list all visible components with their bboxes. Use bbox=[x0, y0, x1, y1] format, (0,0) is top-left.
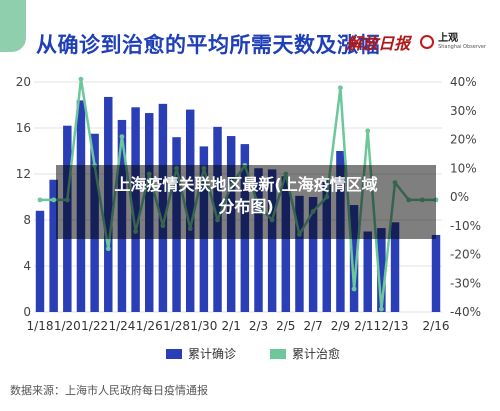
point-cured bbox=[51, 197, 57, 203]
y-right-tick-label: -20% bbox=[450, 248, 481, 262]
y-right-tick-label: -30% bbox=[450, 276, 481, 290]
bar-confirmed bbox=[322, 179, 331, 312]
caption-line-1: 上海疫情关联地区最新(上海疫情区域 bbox=[114, 175, 378, 194]
bar-confirmed bbox=[349, 205, 359, 312]
x-tick-label: 2/7 bbox=[303, 319, 322, 333]
point-cured bbox=[78, 76, 84, 82]
chart-legend: 累计确诊 累计治愈 bbox=[166, 345, 340, 362]
point-cured bbox=[119, 134, 125, 140]
point-cured bbox=[338, 85, 343, 91]
y-right-tick-label: 40% bbox=[450, 75, 477, 89]
x-tick-label: 2/5 bbox=[276, 319, 295, 333]
y-left-tick-label: 8 bbox=[23, 213, 31, 227]
point-cured bbox=[378, 306, 384, 312]
y-right-tick-label: 30% bbox=[450, 104, 477, 118]
chart-title: 从确诊到治愈的平均所需天数及涨幅 bbox=[36, 33, 380, 57]
y-left-tick-label: 0 bbox=[23, 305, 31, 319]
y-right-tick-label: -40% bbox=[450, 305, 481, 319]
y-right-tick-label: 0% bbox=[450, 190, 469, 204]
y-left-tick-label: 16 bbox=[16, 121, 31, 135]
bar-confirmed bbox=[308, 197, 318, 312]
bar-confirmed bbox=[35, 210, 45, 312]
bar-confirmed bbox=[281, 176, 291, 312]
bar-confirmed bbox=[49, 179, 58, 312]
x-tick-label: 1/30 bbox=[190, 319, 217, 333]
caption-overlay-text: 上海疫情关联地区最新(上海疫情区域 分布图) bbox=[56, 174, 436, 218]
x-tick-label: 2/1 bbox=[222, 319, 241, 333]
publisher-logos: 解放日报 上观 Shanghai Observer bbox=[346, 30, 486, 54]
x-tick-label: 1/22 bbox=[81, 319, 108, 333]
x-tick-label: 2/3 bbox=[249, 319, 268, 333]
corner-accent bbox=[0, 0, 26, 52]
jiefang-daily-logo: 解放日报 bbox=[346, 34, 411, 53]
caption-line-2: 分布图) bbox=[218, 197, 274, 216]
y-right-tick-label: 10% bbox=[450, 161, 477, 175]
x-tick-label: 1/18 bbox=[27, 319, 54, 333]
y-left-tick-label: 4 bbox=[23, 259, 31, 273]
x-tick-label: 2/16 bbox=[423, 319, 450, 333]
y-left-tick-label: 20 bbox=[16, 75, 31, 89]
x-tick-label: 1/26 bbox=[136, 319, 163, 333]
x-tick-label: 2/9 bbox=[331, 319, 350, 333]
legend-item-cured: 累计治愈 bbox=[270, 345, 340, 362]
bar-confirmed bbox=[254, 168, 263, 312]
bar-confirmed bbox=[363, 231, 372, 312]
x-tick-label: 1/28 bbox=[163, 319, 190, 333]
y-right-tick-label: -10% bbox=[450, 219, 481, 233]
x-tick-label: 2/11 bbox=[354, 319, 381, 333]
y-left-tick-label: 12 bbox=[16, 167, 31, 181]
bar-confirmed bbox=[295, 195, 304, 312]
x-tick-label: 1/20 bbox=[54, 319, 81, 333]
observer-logo-subtext: Shanghai Observer bbox=[438, 44, 486, 50]
legend-label-confirmed: 累计确诊 bbox=[188, 347, 237, 361]
observer-logo-text: 上观 bbox=[438, 33, 459, 44]
legend-swatch-confirmed bbox=[166, 348, 182, 359]
point-cured bbox=[105, 246, 111, 252]
point-cured bbox=[351, 286, 357, 292]
legend-label-cured: 累计治愈 bbox=[292, 347, 341, 361]
point-cured bbox=[365, 128, 371, 134]
bar-confirmed bbox=[431, 234, 441, 312]
caption-overlay bbox=[56, 165, 436, 239]
legend-swatch-cured bbox=[270, 348, 287, 359]
observer-mark-icon bbox=[420, 35, 435, 49]
legend-item-confirmed: 累计确诊 bbox=[166, 345, 236, 362]
y-right-tick-label: 20% bbox=[450, 133, 477, 147]
x-tick-label: 2/13 bbox=[382, 319, 409, 333]
x-tick-label: 1/24 bbox=[108, 319, 135, 333]
bar-confirmed bbox=[377, 228, 386, 312]
shanghai-observer-logo: 上观 Shanghai Observer bbox=[420, 34, 486, 50]
point-cured bbox=[37, 197, 43, 203]
data-source-note: 数据来源：上海市人民政府每日疫情通报 bbox=[10, 384, 208, 397]
bar-confirmed bbox=[390, 222, 400, 312]
bar-confirmed bbox=[267, 169, 277, 312]
